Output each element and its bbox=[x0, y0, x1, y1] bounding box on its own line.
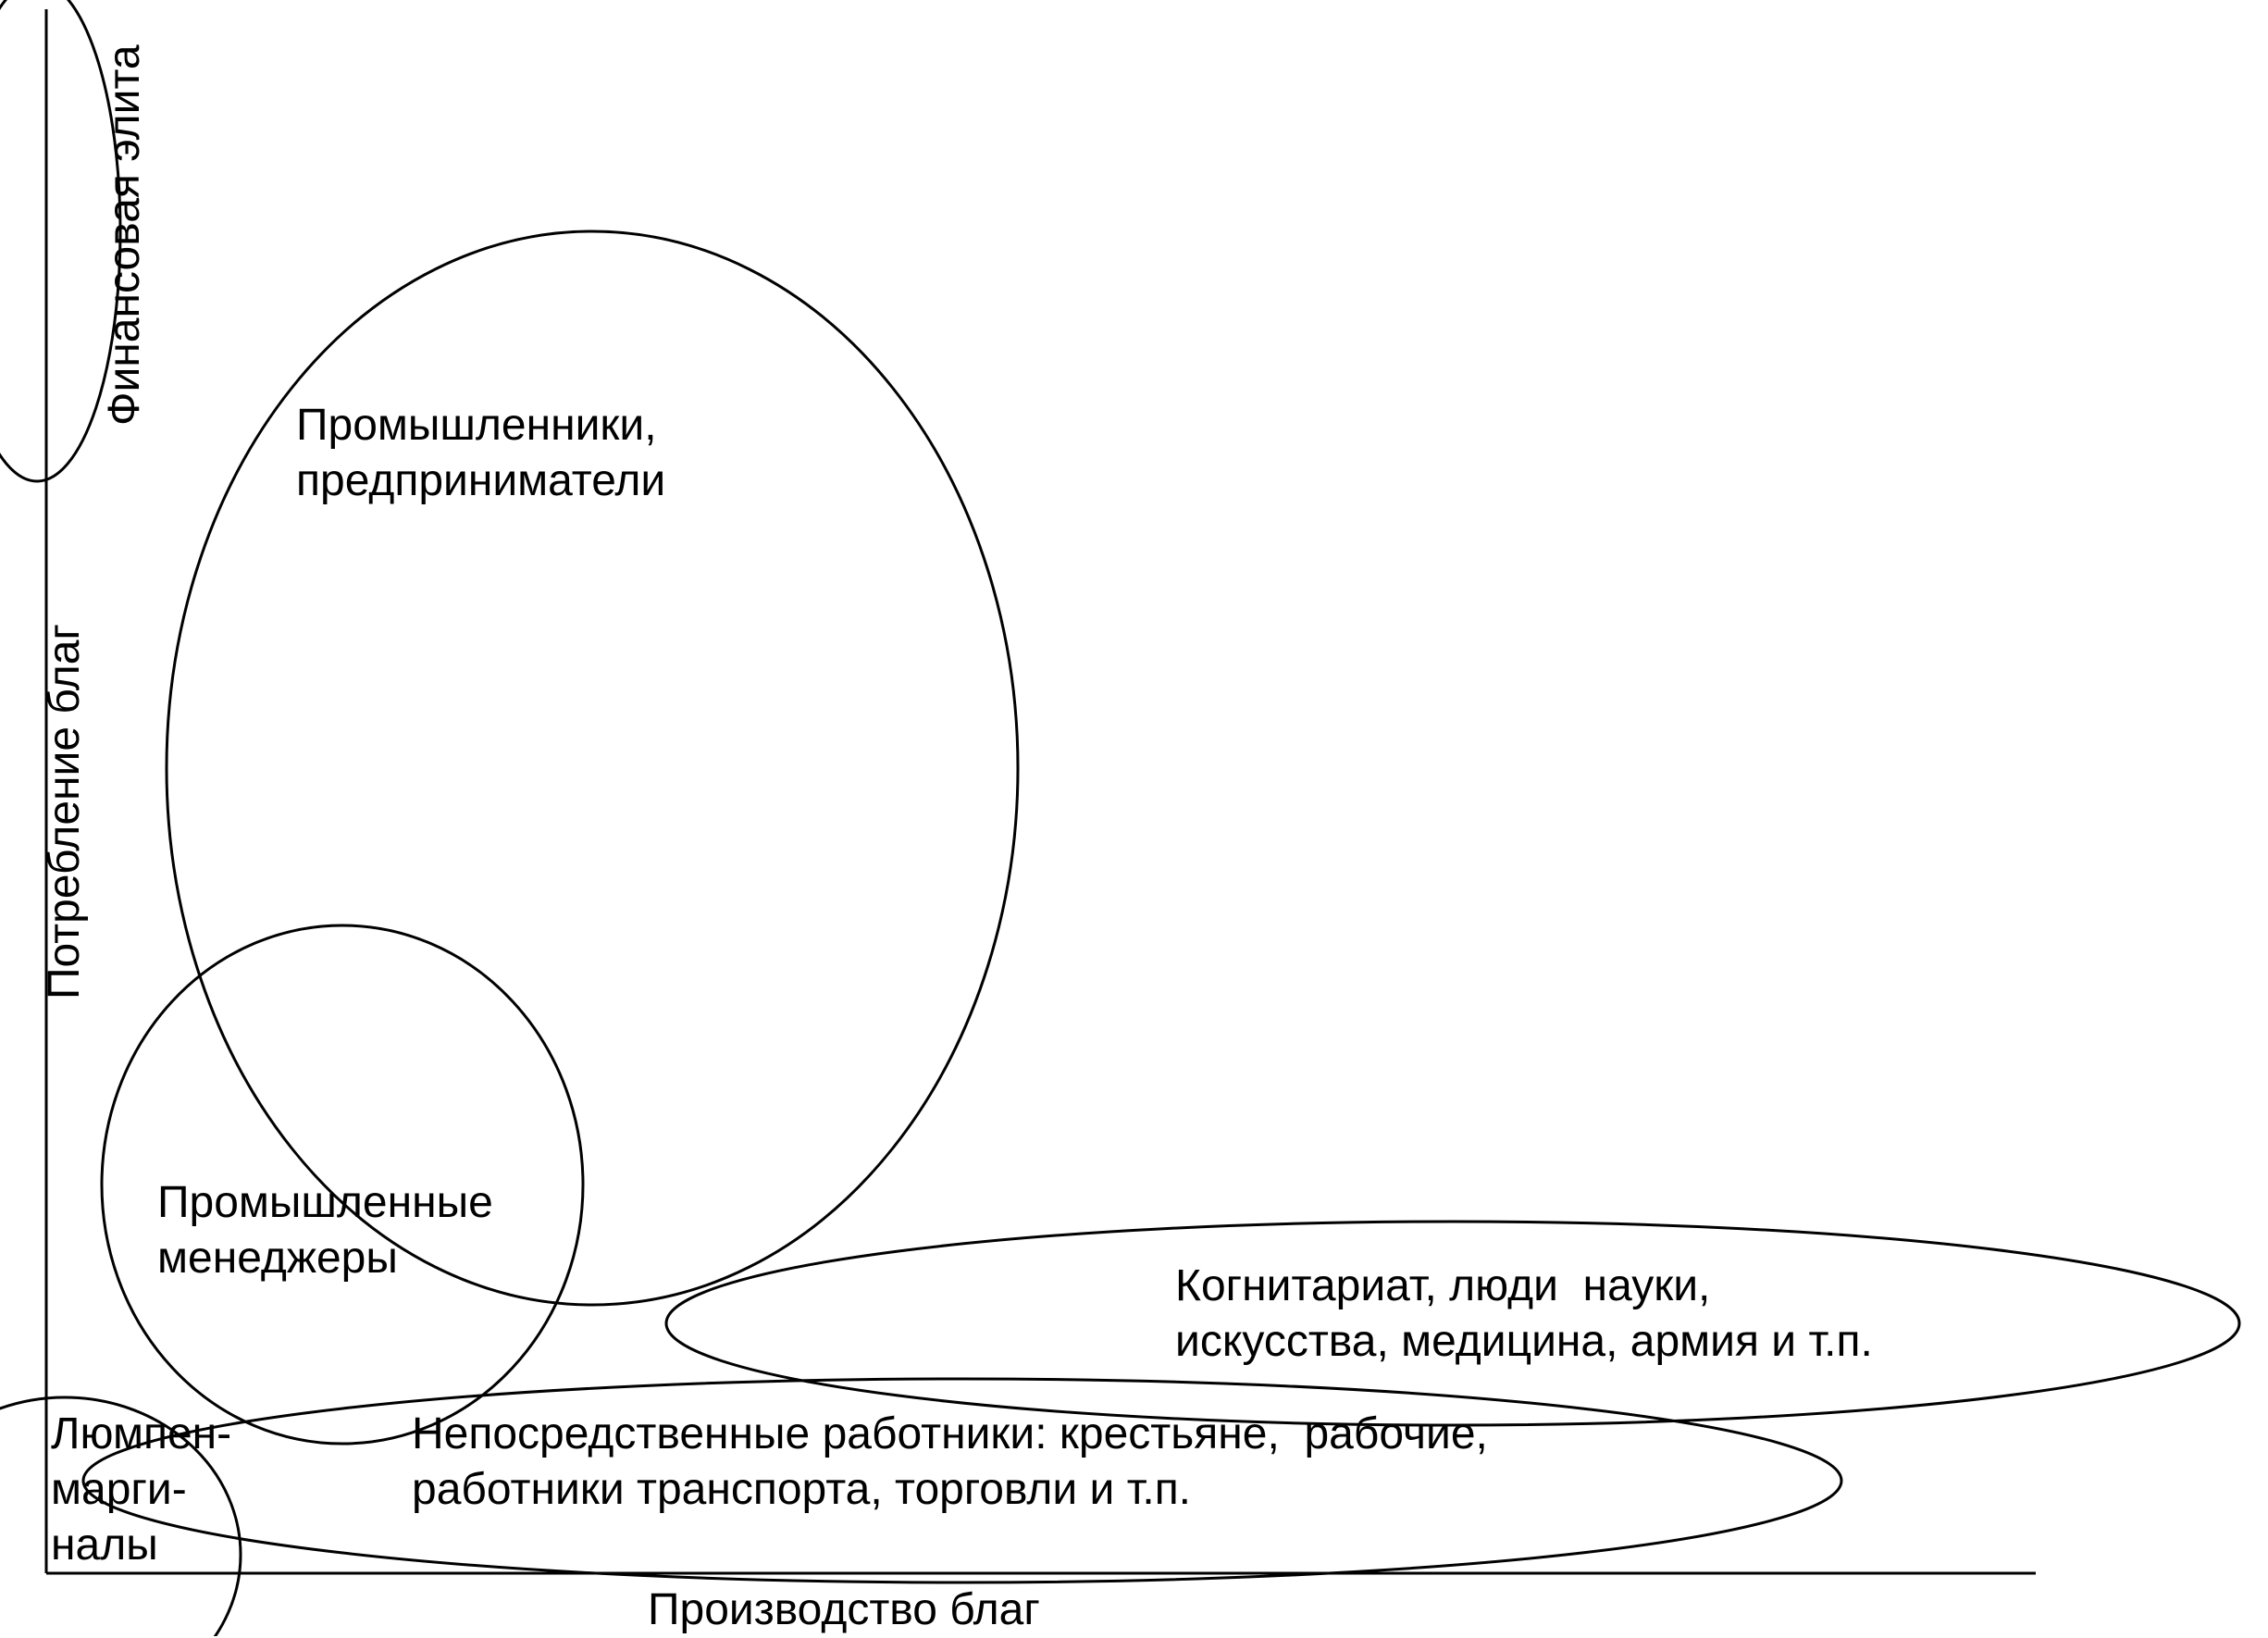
ellipse-industrialists bbox=[167, 231, 1018, 1305]
label-direct-workers: Непосредственные работники: крестьяне, р… bbox=[412, 1407, 1488, 1518]
y-axis-label: Потребление благ bbox=[37, 624, 93, 999]
x-axis-label: Производство благ bbox=[648, 1582, 1040, 1638]
label-industrialists: Промышленники, предприниматели bbox=[296, 398, 665, 509]
label-cognitariat: Когнитариат, люди науки, искусства, меди… bbox=[1175, 1259, 1873, 1370]
label-managers: Промышленные менеджеры bbox=[157, 1175, 493, 1286]
diagram-container: Потребление благ Производство благ Финан… bbox=[0, 0, 2268, 1636]
diagram-svg bbox=[0, 0, 2268, 1636]
label-financial-elite: Финансовая элита bbox=[97, 44, 153, 426]
label-lumpen: Люмпен- марги- налы bbox=[51, 1407, 231, 1573]
